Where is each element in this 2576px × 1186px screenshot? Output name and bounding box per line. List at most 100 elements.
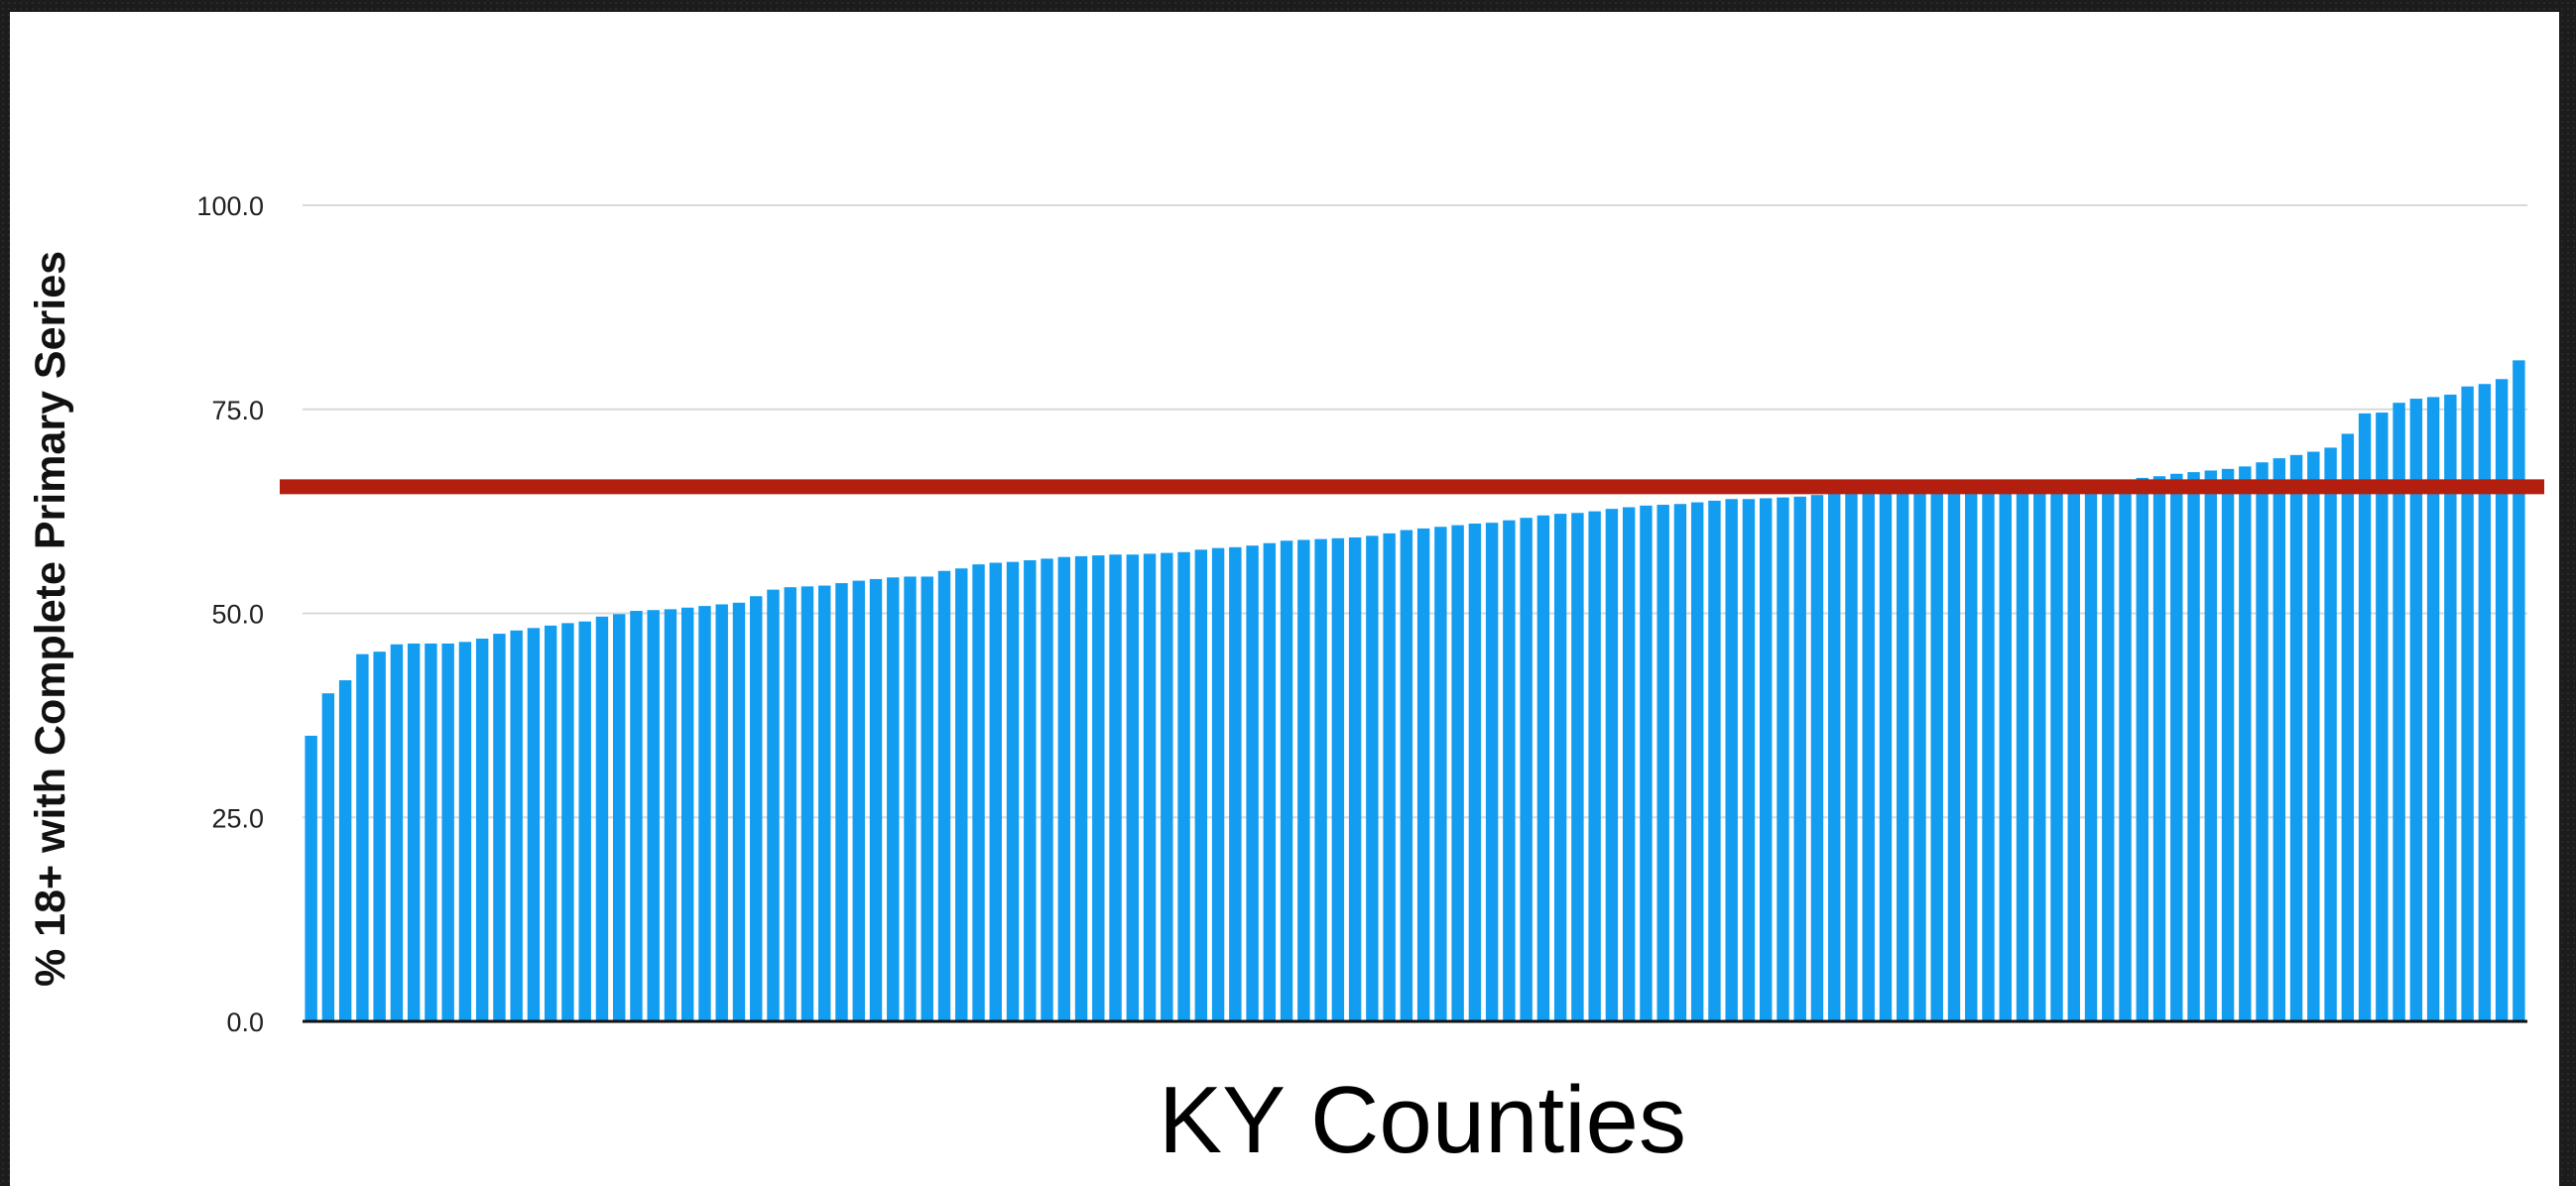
x-axis-label: KY Counties [1159,1067,1686,1173]
bar [612,614,626,1021]
bar [1673,504,1687,1022]
y-tick-label: 25.0 [211,803,264,833]
bar [1742,499,1756,1021]
bar [1161,552,1173,1021]
bar [407,643,421,1021]
bar [1982,487,1995,1021]
bar [321,693,335,1021]
bars [305,360,2525,1022]
bar [767,589,780,1021]
bar [1999,486,2012,1021]
bar [1862,491,1875,1021]
bar [1451,525,1464,1021]
bar [1571,513,1584,1021]
bar [1913,489,1926,1021]
bar [1468,523,1482,1021]
bar [2426,397,2440,1021]
bar [784,587,797,1021]
bar [1965,488,1978,1022]
bar-chart: 0.0 25.0 50.0 75.0 100.0 % 18+ with Complete… [27,191,2544,1173]
bar [1759,498,1773,1022]
bar [972,564,985,1021]
bar [1348,536,1362,1021]
bar [2444,394,2457,1021]
bar [441,643,454,1021]
bar [750,596,763,1021]
bar [1879,491,1893,1021]
bar [1092,555,1105,1021]
bar [2204,470,2218,1022]
bar [2239,466,2252,1021]
bar [2409,399,2423,1021]
y-axis-label: % 18+ with Complete Primary Series [27,251,74,987]
y-tick-label: 50.0 [211,600,264,630]
bar [527,628,541,1021]
bar [544,625,557,1021]
y-tick-label: 0.0 [226,1008,264,1037]
bar [2324,447,2337,1021]
bar [2067,483,2080,1021]
bar [1605,509,1619,1021]
bar [904,576,917,1021]
bar [390,644,404,1021]
bar [1725,499,1738,1021]
bar [1690,502,1704,1021]
bar [1041,558,1053,1021]
bar [1810,495,1824,1021]
bar [1400,530,1413,1021]
bar [1640,505,1653,1021]
bar [1536,515,1550,1021]
bar [1194,549,1208,1021]
bar [2358,413,2372,1021]
bar [561,623,574,1021]
bar [920,576,933,1021]
bar [1177,551,1190,1021]
bar [664,609,677,1021]
bar [2187,472,2200,1021]
bar [818,585,831,1021]
bar [630,611,643,1021]
bar [1126,554,1140,1021]
bar [1588,511,1601,1022]
y-tick-label: 75.0 [211,396,264,425]
bar [1845,491,1858,1021]
bar [715,604,728,1021]
bar [1229,546,1242,1021]
bar [2256,462,2269,1021]
y-tick-labels: 0.0 25.0 50.0 75.0 100.0 [196,191,264,1037]
bar [1246,545,1259,1021]
bar [732,602,746,1021]
bar [1897,490,1909,1022]
bar [595,616,609,1021]
bar [1656,505,1669,1021]
bar [2272,458,2286,1021]
bar [800,586,814,1021]
bar [2289,454,2303,1022]
bar [2050,484,2063,1022]
bar [1622,507,1636,1021]
bar [835,583,848,1021]
bar [475,639,489,1021]
bar [2513,360,2525,1021]
bar [373,652,386,1021]
bar [1074,555,1088,1021]
bar [2376,413,2389,1021]
bar [1331,537,1345,1021]
bar [425,643,437,1021]
bar [869,578,883,1021]
chart-panel: 0.0 25.0 50.0 75.0 100.0 % 18+ with Complete… [10,12,2559,1186]
bar [1553,514,1567,1021]
bar [1109,554,1122,1021]
bar [2016,486,2029,1021]
bar [356,653,369,1021]
bar [2033,485,2046,1021]
bar [578,621,591,1021]
bar [2119,479,2132,1021]
bar [2170,473,2183,1021]
bar [1383,533,1396,1021]
bar [1520,518,1533,1021]
bar [989,562,1002,1021]
bar [2341,433,2355,1021]
bar [1024,560,1037,1021]
bar [2136,477,2148,1021]
